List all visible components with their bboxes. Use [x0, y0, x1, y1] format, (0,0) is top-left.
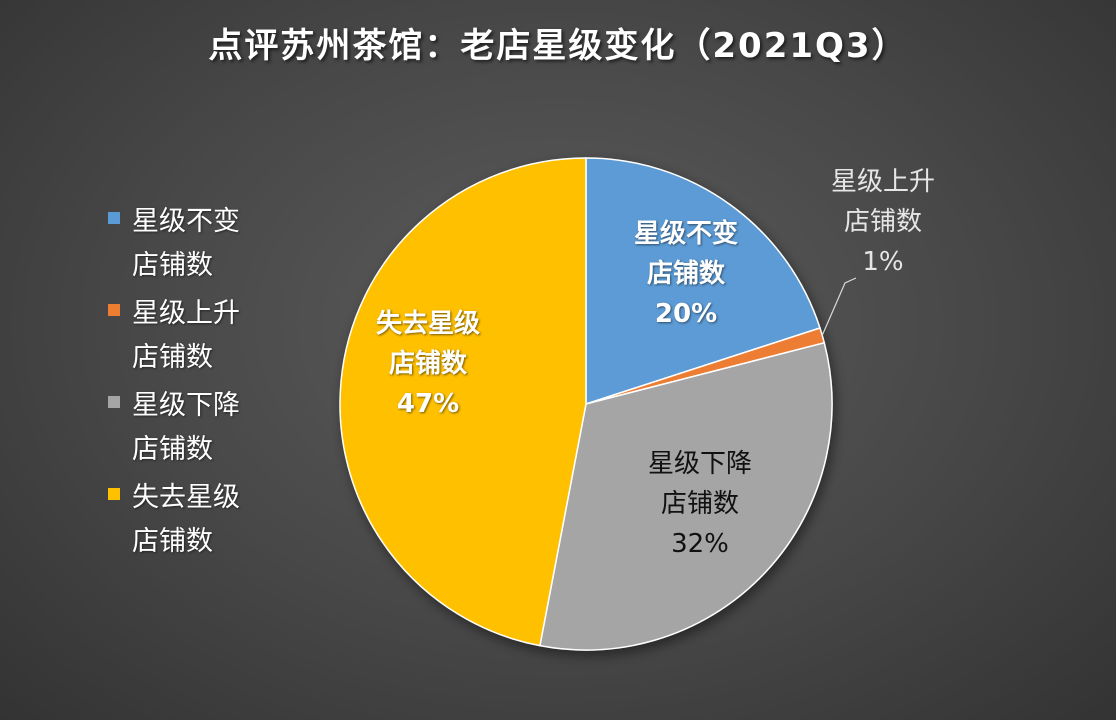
legend-label: 星级上升 店铺数 [132, 298, 240, 373]
legend-label: 星级下降 店铺数 [132, 390, 240, 465]
slice-label-line: 失去星级 [375, 309, 481, 339]
legend-item-2: 星级下降 店铺数 [108, 384, 288, 476]
legend-item-0: 星级不变 店铺数 [108, 200, 288, 292]
slice-label-line: 店铺数 [388, 349, 468, 379]
legend-item-1: 星级上升 店铺数 [108, 292, 288, 384]
pie-slice-0 [585, 157, 821, 406]
legend-swatch [108, 396, 120, 408]
slice-label-1: 星级上升店铺数 1% [831, 162, 935, 282]
slice-label-line: 店铺数 [660, 489, 740, 519]
legend-swatch [108, 488, 120, 500]
slice-label-line: 星级上升 [830, 167, 936, 197]
legend-item-3: 失去星级 店铺数 [108, 476, 288, 568]
slice-percent: 47% [396, 389, 460, 419]
slice-label-line: 店铺数 [843, 207, 923, 237]
legend-label: 星级不变 店铺数 [132, 206, 240, 281]
legend-swatch [108, 212, 120, 224]
slice-label-line: 星级不变 [633, 219, 739, 249]
pie-slice-2 [539, 341, 833, 651]
legend-swatch [108, 304, 120, 316]
slice-label-3: 失去星级店铺数 47% [376, 304, 480, 424]
slice-label-0: 星级不变店铺数 20% [634, 214, 738, 334]
chart-title: 点评苏州茶馆：老店星级变化（2021Q3） [208, 26, 908, 66]
pie-slice-3 [339, 157, 587, 647]
slice-label-2: 星级下降店铺数 32% [648, 444, 752, 564]
slice-percent: 1% [862, 247, 904, 277]
slice-percent: 20% [654, 299, 718, 329]
slice-label-line: 星级下降 [647, 449, 753, 479]
legend-label: 失去星级 店铺数 [132, 482, 240, 557]
legend: 星级不变 店铺数 星级上升 店铺数 星级下降 店铺数 失去星级 店铺数 [108, 200, 288, 568]
slice-label-line: 店铺数 [646, 259, 726, 289]
slice-percent: 32% [671, 529, 729, 559]
leader-line [821, 277, 857, 336]
